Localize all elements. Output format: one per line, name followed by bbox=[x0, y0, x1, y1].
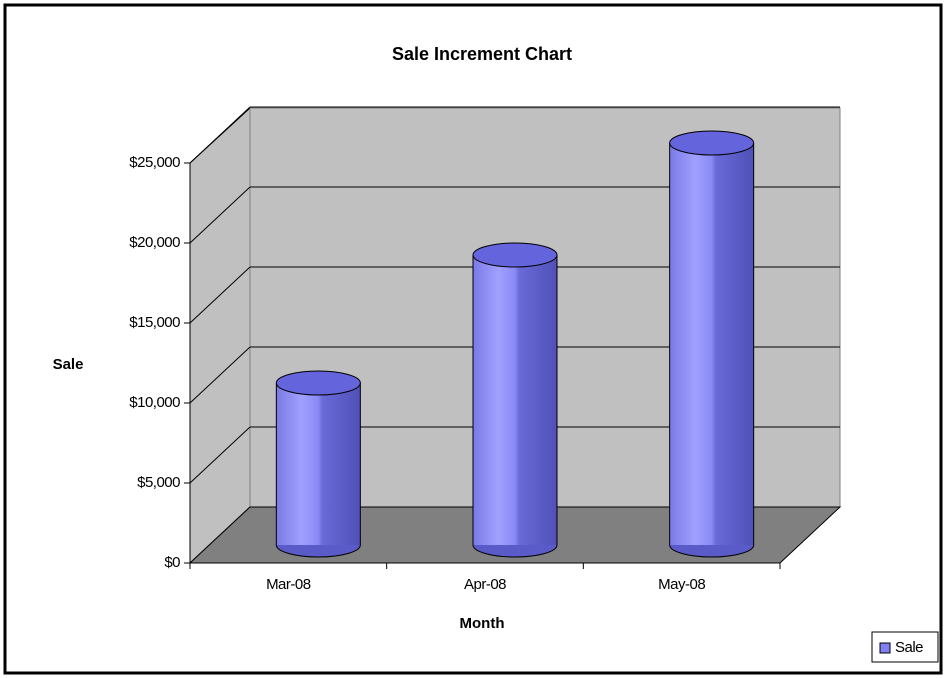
legend-box bbox=[871, 631, 939, 663]
y-tick-label: $0 bbox=[164, 554, 180, 571]
side-wall bbox=[189, 106, 251, 565]
grid-line bbox=[189, 426, 251, 484]
x-tick-label: Mar-08 bbox=[266, 576, 311, 593]
bar-top bbox=[275, 370, 361, 396]
x-axis-label: Month bbox=[460, 615, 505, 632]
chart-title: Sale Increment Chart bbox=[392, 44, 572, 64]
grid-line bbox=[189, 106, 251, 164]
y-tick-label: $5,000 bbox=[137, 474, 180, 491]
legend: Sale bbox=[871, 631, 939, 663]
x-tick-label: Apr-08 bbox=[464, 576, 506, 593]
x-tick-label: May-08 bbox=[658, 576, 705, 593]
y-axis-label: Sale bbox=[53, 356, 84, 373]
bar bbox=[473, 255, 557, 545]
bar bbox=[669, 143, 754, 545]
bar bbox=[276, 383, 361, 545]
y-tick-label: $15,000 bbox=[129, 314, 180, 331]
y-tick-label: $10,000 bbox=[129, 394, 180, 411]
y-tick-label: $20,000 bbox=[129, 234, 180, 251]
grid-line bbox=[189, 346, 251, 404]
grid-line bbox=[189, 186, 251, 244]
grid-line bbox=[189, 266, 251, 324]
bar-top bbox=[669, 130, 755, 156]
legend-swatch bbox=[879, 642, 891, 654]
bar-top bbox=[472, 242, 558, 268]
legend-label: Sale bbox=[895, 639, 923, 656]
y-tick-label: $25,000 bbox=[129, 154, 180, 171]
